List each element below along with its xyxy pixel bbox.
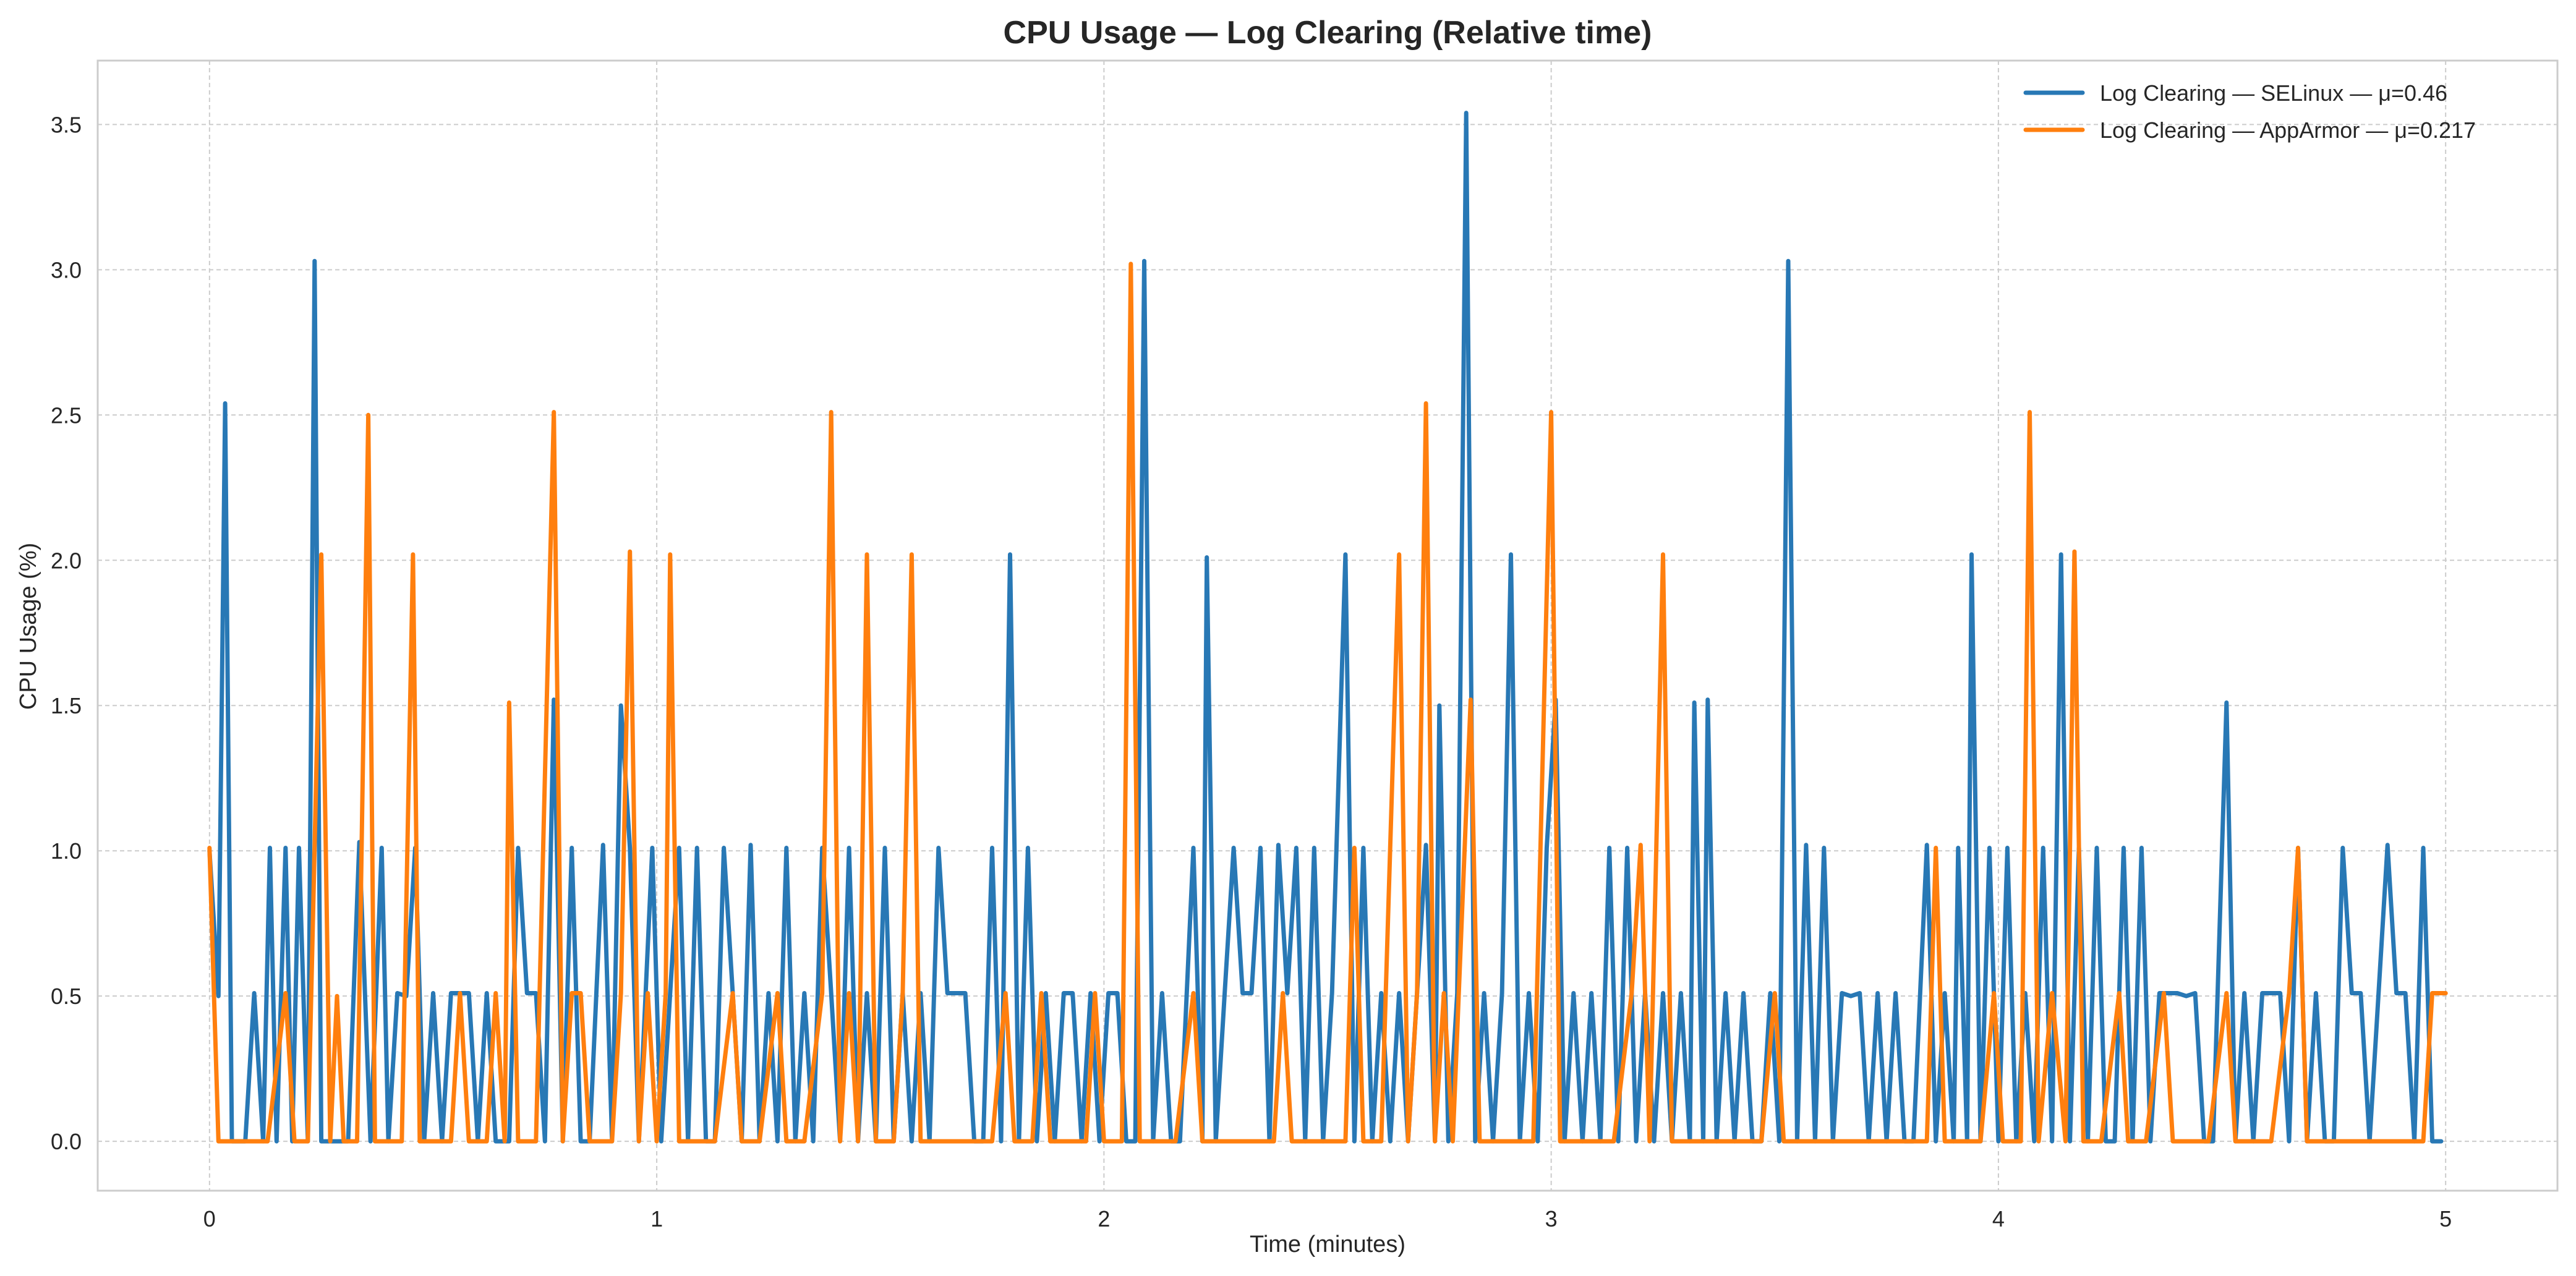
- legend-entry-label: Log Clearing — SELinux — μ=0.46: [2100, 80, 2447, 106]
- x-tick-label: 5: [2439, 1206, 2452, 1231]
- y-tick-label: 2.0: [51, 548, 82, 573]
- series-layer: [207, 111, 2448, 1144]
- x-tick-label: 3: [1545, 1206, 1558, 1231]
- x-axis-label: Time (minutes): [1250, 1231, 1405, 1257]
- y-axis-label: CPU Usage (%): [15, 543, 41, 710]
- legend-entry-label: Log Clearing — AppArmor — μ=0.217: [2100, 117, 2476, 143]
- y-tick-label: 3.5: [51, 112, 82, 137]
- y-tick-label: 2.5: [51, 402, 82, 428]
- y-tick-label: 0.5: [51, 984, 82, 1009]
- x-tick-label: 1: [650, 1206, 663, 1231]
- plot-frame: [96, 59, 2559, 1192]
- x-axis-ticks: 0 1 2 3 4 5: [203, 1206, 2452, 1231]
- y-axis-ticks: 0.0 0.5 1.0 1.5 2.0 2.5 3.0 3.5: [51, 112, 82, 1154]
- x-tick-label: 2: [1098, 1206, 1110, 1231]
- x-tick-label: 0: [203, 1206, 216, 1231]
- y-tick-label: 1.5: [51, 693, 82, 718]
- y-tick-label: 1.0: [51, 838, 82, 864]
- chart-title: CPU Usage — Log Clearing (Relative time): [1004, 15, 1652, 51]
- legend: Log Clearing — SELinux — μ=0.46 Log Clear…: [2023, 80, 2476, 143]
- y-tick-label: 0.0: [51, 1129, 82, 1154]
- x-tick-label: 4: [1992, 1206, 2005, 1231]
- series-line-apparmor: [207, 262, 2448, 1144]
- y-tick-label: 3.0: [51, 257, 82, 283]
